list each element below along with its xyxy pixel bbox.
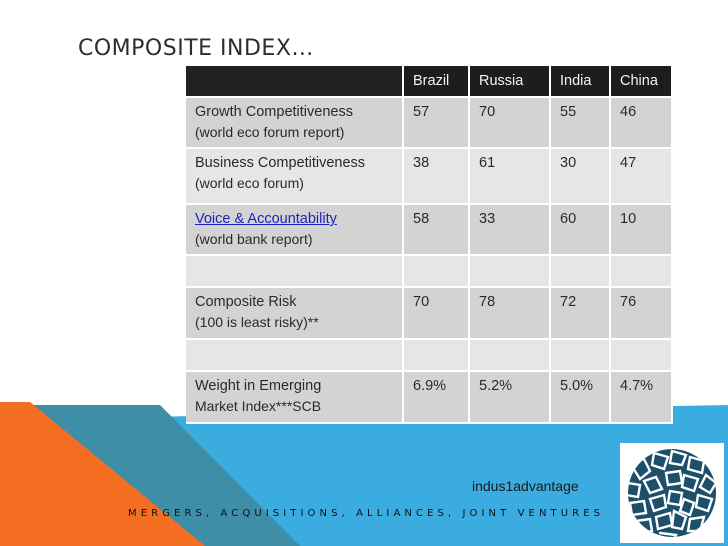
value-cell-brazil: 6.9%: [404, 372, 470, 424]
band-teal-shape: [0, 405, 300, 546]
value-cell-china: 10: [611, 205, 673, 256]
value-cell-russia: 70: [470, 98, 551, 149]
empty-cell: [186, 340, 404, 372]
value-cell-china: 47: [611, 149, 673, 205]
table-header-row: Brazil Russia India China: [186, 66, 673, 98]
value-cell-russia: 78: [470, 288, 551, 340]
row-sublabel: (100 is least risky)**: [195, 314, 319, 330]
header-cell-india: India: [551, 66, 611, 98]
empty-cell: [611, 256, 673, 288]
voice-accountability-link[interactable]: Voice & Accountability: [195, 211, 337, 227]
row-label-cell: Composite Risk (100 is least risky)**: [186, 288, 404, 340]
row-label: Growth Competitiveness: [195, 104, 353, 120]
value-cell-russia: 61: [470, 149, 551, 205]
header-cell-china: China: [611, 66, 673, 98]
value-cell-india: 72: [551, 288, 611, 340]
row-label: Weight in Emerging: [195, 378, 322, 394]
row-label: Composite Risk: [195, 294, 297, 310]
value-cell-brazil: 38: [404, 149, 470, 205]
value-cell-india: 5.0%: [551, 372, 611, 424]
value-cell-china: 46: [611, 98, 673, 149]
row-sublabel: world bank report): [199, 231, 313, 247]
table-row-voice: Voice & Accountability (world bank repor…: [186, 205, 673, 256]
composite-index-table: Brazil Russia India China Growth Competi…: [186, 66, 673, 424]
row-label: Business Competitiveness: [195, 155, 366, 171]
empty-cell: [470, 340, 551, 372]
empty-cell: [186, 256, 404, 288]
footer-tagline: MERGERS, ACQUISITIONS, ALLIANCES, JOINT …: [128, 508, 605, 519]
empty-cell: [551, 256, 611, 288]
table-row-empty: [186, 340, 673, 372]
table-row-business: Business Competitiveness (world eco foru…: [186, 149, 673, 205]
table-row-growth: Growth Competitiveness (world eco forum …: [186, 98, 673, 149]
empty-cell: [404, 340, 470, 372]
value-cell-india: 60: [551, 205, 611, 256]
band-orange-shape: [0, 402, 205, 546]
empty-cell: [611, 340, 673, 372]
empty-cell: [470, 256, 551, 288]
row-label-cell: Growth Competitiveness (world eco forum …: [186, 98, 404, 149]
row-sublabel: (world eco forum report): [195, 124, 345, 140]
value-cell-india: 55: [551, 98, 611, 149]
table-row-composite-risk: Composite Risk (100 is least risky)** 70…: [186, 288, 673, 340]
row-sublabel-prefix: (: [195, 231, 200, 247]
slide-title: COMPOSITE INDEX…: [78, 36, 314, 61]
row-label-cell: Voice & Accountability (world bank repor…: [186, 205, 404, 256]
value-cell-china: 4.7%: [611, 372, 673, 424]
row-sublabel: Market Index***SCB: [195, 398, 322, 414]
value-cell-india: 30: [551, 149, 611, 205]
band-blue-shape: [0, 405, 728, 546]
header-cell-blank: [186, 66, 404, 98]
row-label-cell: Business Competitiveness (world eco foru…: [186, 149, 404, 205]
table-row-weight: Weight in Emerging Market Index***SCB 6.…: [186, 372, 673, 424]
value-cell-brazil: 57: [404, 98, 470, 149]
empty-cell: [551, 340, 611, 372]
header-cell-brazil: Brazil: [404, 66, 470, 98]
value-cell-brazil: 58: [404, 205, 470, 256]
table-row-empty: [186, 256, 673, 288]
row-sublabel: (world eco forum): [195, 175, 304, 191]
value-cell-russia: 33: [470, 205, 551, 256]
header-cell-russia: Russia: [470, 66, 551, 98]
brand-name: indus1advantage: [472, 478, 579, 494]
logo-container: [620, 443, 724, 543]
empty-cell: [404, 256, 470, 288]
value-cell-russia: 5.2%: [470, 372, 551, 424]
row-label-cell: Weight in Emerging Market Index***SCB: [186, 372, 404, 424]
value-cell-brazil: 70: [404, 288, 470, 340]
mosaic-globe-logo-icon: [628, 449, 716, 537]
value-cell-china: 76: [611, 288, 673, 340]
